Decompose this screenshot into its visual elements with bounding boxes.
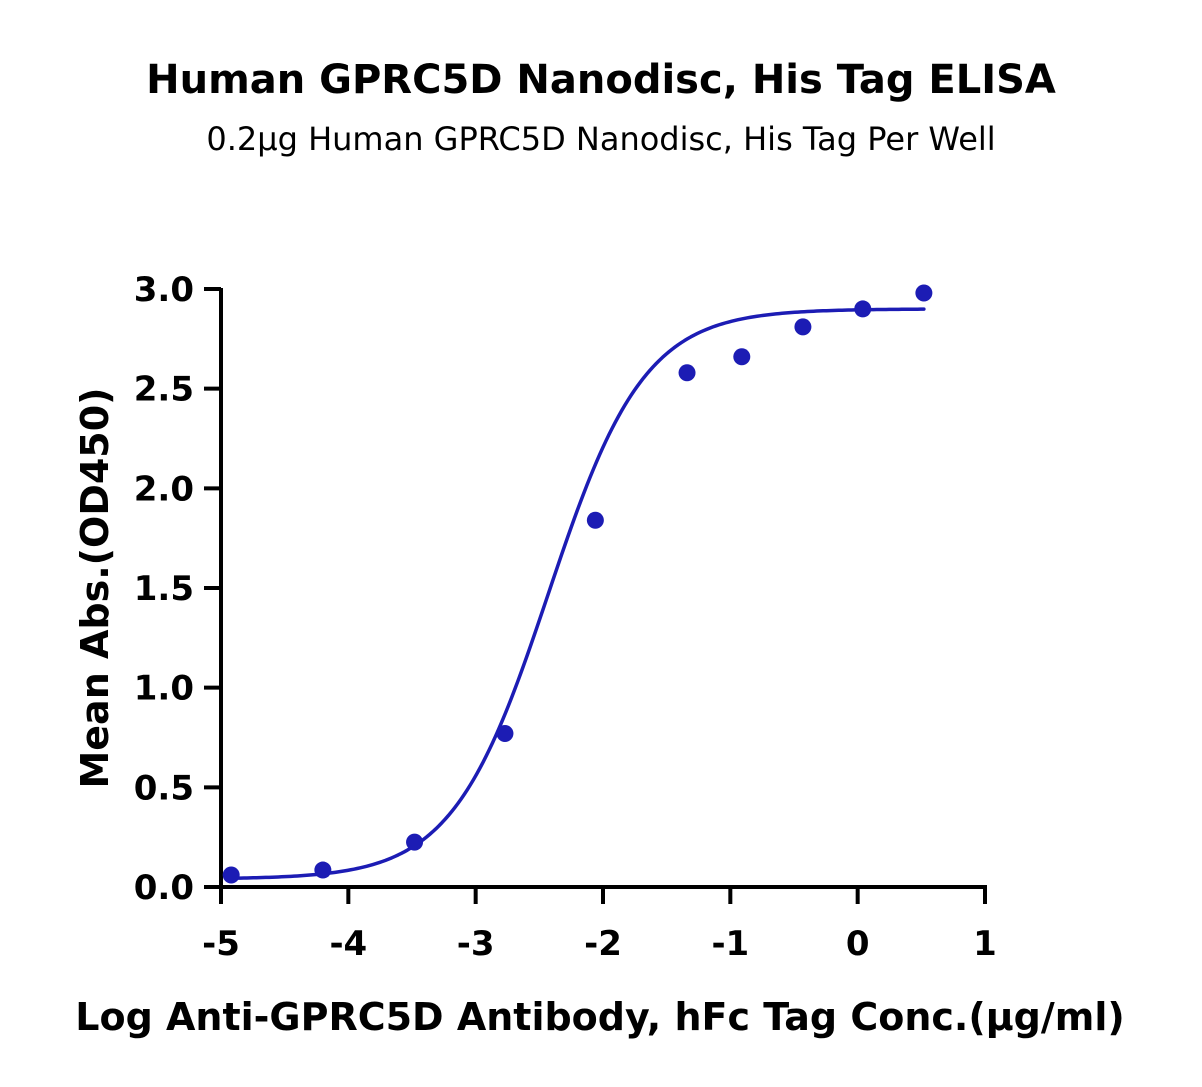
data-point [586,511,604,529]
x-tick-label: -5 [202,924,240,964]
data-point [314,861,332,879]
x-tick-label: -2 [584,924,622,964]
y-axis-label: Mean Abs.(OD450) [73,387,117,788]
data-point [678,364,696,382]
y-tick-label: 1.5 [134,569,194,609]
data-point [854,300,872,318]
data-point [733,348,751,366]
data-point [794,318,812,336]
x-tick-label: -4 [329,924,367,964]
data-points [222,284,933,884]
y-tick-label: 1.0 [134,669,194,709]
data-point [406,833,424,851]
y-tick-label: 0.0 [134,868,194,908]
y-tick-label: 2.0 [134,469,194,509]
fit-curve [229,307,926,880]
x-tick-label: -3 [457,924,495,964]
chart-subtitle: 0.2µg Human GPRC5D Nanodisc, His Tag Per… [206,120,995,158]
x-axis-label: Log Anti-GPRC5D Antibody, hFc Tag Conc.(… [75,995,1125,1039]
y-tick-label: 2.5 [134,370,194,410]
y-tick-label: 3.0 [134,270,194,310]
x-axis: -5 -4 -3 -2 -1 0 1 [202,885,997,964]
chart-title: Human GPRC5D Nanodisc, His Tag ELISA [146,57,1056,103]
x-tick-label: -1 [711,924,749,964]
y-axis: 0.0 0.5 1.0 1.5 2.0 2.5 3.0 [134,270,223,908]
data-point [222,866,240,884]
y-tick-label: 0.5 [134,768,194,808]
x-tick-label: 1 [973,924,997,964]
data-point [915,284,933,302]
x-tick-label: 0 [846,924,870,964]
data-point [496,725,514,743]
